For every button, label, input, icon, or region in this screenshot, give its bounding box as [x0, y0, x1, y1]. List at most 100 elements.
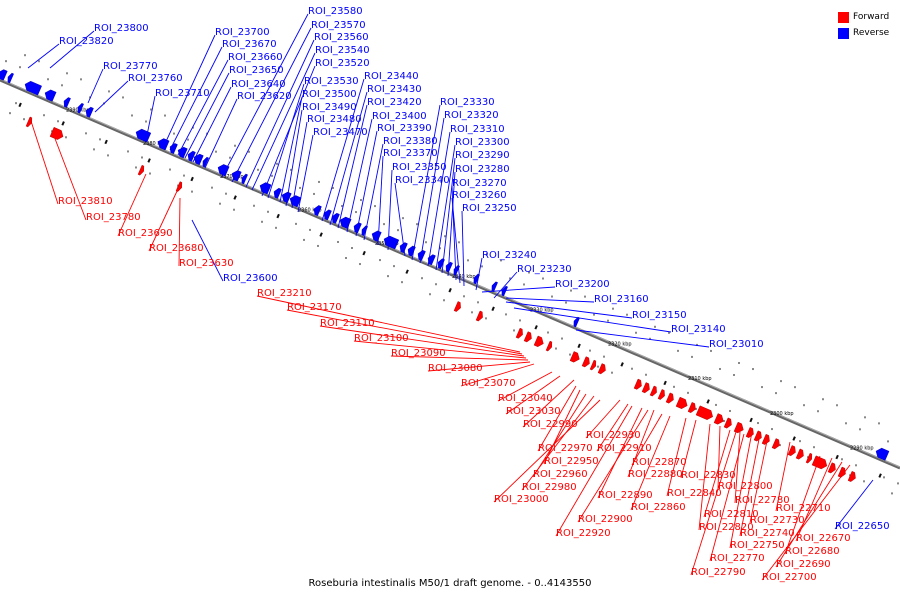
leader-line: [279, 96, 303, 203]
read-mark: [191, 190, 193, 193]
read-mark: [439, 247, 441, 250]
leader-line: [117, 173, 147, 237]
read-mark: [421, 277, 423, 280]
reverse-roi-label: ROI_23530: [304, 76, 359, 87]
leader-line: [286, 309, 523, 355]
legend-swatch-reverse: [838, 27, 849, 39]
read-mark: [104, 139, 108, 145]
read-mark: [729, 409, 731, 412]
leader-line: [377, 155, 384, 246]
forward-roi-label: ROI_23170: [287, 302, 342, 313]
forward-roi-label: ROI_22680: [785, 546, 840, 557]
read-mark: [696, 343, 698, 346]
read-mark: [402, 217, 404, 220]
read-mark: [593, 313, 595, 316]
read-mark: [135, 166, 137, 169]
read-mark: [463, 295, 465, 298]
read-mark: [883, 476, 885, 479]
read-mark: [635, 331, 637, 334]
forward-gene-feature: [25, 116, 33, 128]
forward-gene-feature: [713, 413, 724, 425]
forward-roi-label: ROI_22790: [691, 567, 746, 578]
read-mark: [253, 204, 255, 207]
leader-line: [27, 43, 60, 69]
reverse-roi-label: ROI_23580: [308, 6, 363, 17]
read-mark: [233, 208, 235, 211]
leader-line: [505, 375, 561, 415]
forward-gene-feature: [695, 405, 713, 420]
read-mark: [38, 60, 40, 63]
read-mark: [9, 112, 11, 115]
read-mark: [397, 229, 399, 232]
reverse-roi-label: ROI_23700: [215, 27, 270, 38]
read-mark: [374, 205, 376, 208]
read-mark: [738, 362, 740, 365]
scale-tick-label: 2370 kbp: [220, 174, 244, 180]
leader-line: [251, 52, 316, 191]
forward-gene-feature: [545, 340, 553, 352]
leader-line: [761, 464, 851, 581]
genome-backbone-highlight: [0, 78, 900, 468]
read-mark: [257, 168, 259, 171]
leader-line: [346, 118, 373, 233]
read-mark: [173, 132, 175, 135]
read-mark: [687, 391, 689, 394]
read-mark: [379, 259, 381, 262]
forward-gene-feature: [641, 382, 650, 394]
read-mark: [835, 454, 839, 460]
leader-line: [690, 431, 737, 576]
leader-line: [749, 435, 769, 524]
forward-gene-feature: [675, 396, 688, 409]
forward-roi-label: ROI_23070: [461, 378, 516, 389]
reverse-gene-feature: [241, 173, 248, 185]
forward-roi-label: ROI_23210: [257, 288, 312, 299]
read-mark: [57, 120, 59, 123]
read-mark: [505, 313, 507, 316]
read-mark: [565, 301, 567, 304]
read-mark: [448, 288, 452, 293]
read-mark: [303, 238, 305, 241]
read-mark: [878, 473, 882, 478]
legend: Forward Reverse: [838, 9, 889, 41]
reverse-roi-label: ROI_23280: [455, 164, 510, 175]
reverse-roi-label: ROI_23620: [237, 91, 292, 102]
leader-line: [537, 385, 577, 452]
read-mark: [775, 392, 777, 395]
reverse-roi-label: ROI_23500: [302, 89, 357, 100]
reverse-gene-feature: [7, 72, 14, 84]
read-mark: [654, 325, 656, 328]
forward-gene-feature: [533, 335, 544, 347]
forward-roi-label: ROI_23110: [320, 318, 375, 329]
read-mark: [61, 121, 65, 126]
leader-line: [337, 104, 368, 229]
leader-line: [680, 419, 697, 479]
reverse-gene-feature: [289, 195, 302, 208]
forward-roi-label: ROI_22710: [776, 503, 831, 514]
forward-roi-label: ROI_22910: [597, 443, 652, 454]
leader-line: [329, 91, 368, 226]
forward-roi-label: ROI_22840: [667, 488, 722, 499]
reverse-roi-label: ROI_23380: [383, 136, 438, 147]
read-mark: [141, 156, 143, 159]
forward-roi-label: ROI_22920: [556, 528, 611, 539]
read-mark: [817, 410, 819, 413]
read-mark: [551, 295, 553, 298]
forward-gene-feature: [175, 181, 183, 192]
leader-line: [178, 197, 181, 267]
reverse-roi-label: ROI_23140: [671, 324, 726, 335]
read-mark: [723, 419, 725, 422]
reverse-gene-feature: [44, 89, 57, 102]
scale-tick-label: 2330 kbp: [530, 308, 554, 314]
reverse-gene-feature: [875, 447, 890, 461]
read-mark: [122, 96, 124, 99]
reverse-roi-label: ROI_23710: [155, 88, 210, 99]
read-mark: [309, 228, 311, 231]
reverse-roi-label: ROI_23260: [452, 190, 507, 201]
read-mark: [859, 428, 861, 431]
forward-roi-label: ROI_22970: [538, 443, 593, 454]
reverse-roi-label: ROI_23490: [302, 102, 357, 113]
reverse-gene-feature: [259, 182, 272, 195]
reverse-gene-feature: [273, 187, 282, 199]
forward-gene-feature: [771, 438, 780, 450]
